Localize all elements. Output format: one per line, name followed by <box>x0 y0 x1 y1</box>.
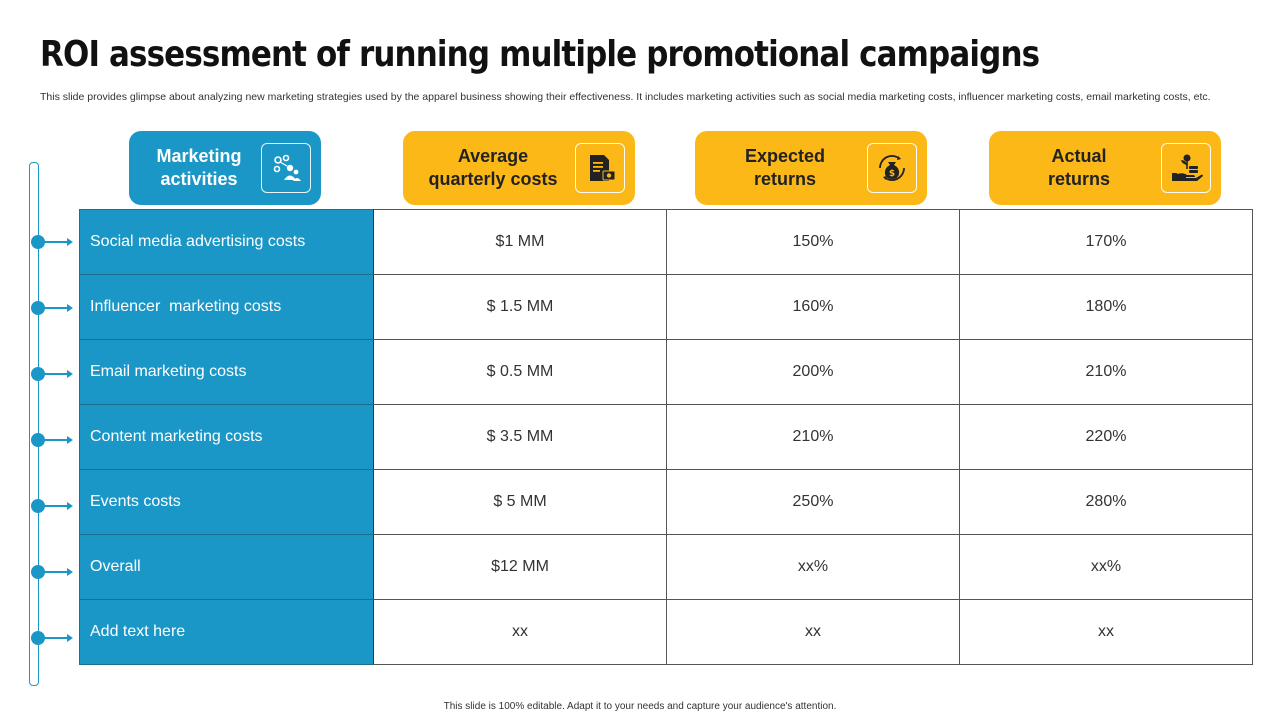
header-label: Actual returns <box>1047 146 1110 189</box>
timeline-node <box>31 433 75 447</box>
table-row: Overall $12 MM xx% xx% <box>79 534 1253 600</box>
cost-cell: $ 1.5 MM <box>373 274 667 340</box>
expected-return-cell: xx <box>666 599 960 665</box>
header-actual-returns: Actual returns <box>989 131 1221 205</box>
timeline-node <box>31 565 75 579</box>
slide-subtitle: This slide provides glimpse about analyz… <box>40 91 1211 103</box>
actual-return-cell: 280% <box>959 469 1253 535</box>
header-label: Marketing activities <box>156 146 242 189</box>
activity-cell: Content marketing costs <box>79 404 374 470</box>
header-expected-returns: Expected returns $ <box>695 131 927 205</box>
actual-return-cell: 210% <box>959 339 1253 405</box>
roi-table: Social media advertising costs $1 MM 150… <box>79 209 1253 665</box>
actual-return-cell: xx <box>959 599 1253 665</box>
header-label: Expected returns <box>744 146 826 189</box>
cost-cell: $ 0.5 MM <box>373 339 667 405</box>
timeline-node <box>31 235 75 249</box>
table-row: Events costs $ 5 MM 250% 280% <box>79 469 1253 535</box>
table-row: Email marketing costs $ 0.5 MM 200% 210% <box>79 339 1253 405</box>
network-people-icon <box>261 143 311 193</box>
timeline-bar <box>29 162 39 686</box>
actual-return-cell: xx% <box>959 534 1253 600</box>
header-marketing-activities: Marketing activities <box>129 131 321 205</box>
activity-cell: Email marketing costs <box>79 339 374 405</box>
expected-return-cell: 160% <box>666 274 960 340</box>
hand-growth-icon <box>1161 143 1211 193</box>
expected-return-cell: 200% <box>666 339 960 405</box>
timeline-node <box>31 301 75 315</box>
actual-return-cell: 170% <box>959 209 1253 275</box>
slide-title: ROI assessment of running multiple promo… <box>40 34 1040 75</box>
actual-return-cell: 180% <box>959 274 1253 340</box>
cost-cell: $ 5 MM <box>373 469 667 535</box>
slide-footer: This slide is 100% editable. Adapt it to… <box>443 701 837 712</box>
activity-cell: Add text here <box>79 599 374 665</box>
timeline-node <box>31 631 75 645</box>
cost-cell: $12 MM <box>373 534 667 600</box>
activity-cell: Overall <box>79 534 374 600</box>
timeline-node <box>31 367 75 381</box>
expected-return-cell: xx% <box>666 534 960 600</box>
actual-return-cell: 220% <box>959 404 1253 470</box>
table-row: Social media advertising costs $1 MM 150… <box>79 209 1253 275</box>
money-bag-cycle-icon: $ <box>867 143 917 193</box>
header-average-quarterly-costs: Average quarterly costs <box>403 131 635 205</box>
svg-text:$: $ <box>889 169 895 179</box>
cost-cell: $1 MM <box>373 209 667 275</box>
activity-cell: Social media advertising costs <box>79 209 374 275</box>
cost-cell: xx <box>373 599 667 665</box>
activity-cell: Events costs <box>79 469 374 535</box>
activity-cell: Influencer marketing costs <box>79 274 374 340</box>
header-label: Average quarterly costs <box>428 146 558 189</box>
table-row: Content marketing costs $ 3.5 MM 210% 22… <box>79 404 1253 470</box>
expected-return-cell: 250% <box>666 469 960 535</box>
table-row: Influencer marketing costs $ 1.5 MM 160%… <box>79 274 1253 340</box>
expected-return-cell: 210% <box>666 404 960 470</box>
document-money-icon <box>575 143 625 193</box>
cost-cell: $ 3.5 MM <box>373 404 667 470</box>
table-row: Add text here xx xx xx <box>79 599 1253 665</box>
expected-return-cell: 150% <box>666 209 960 275</box>
timeline-node <box>31 499 75 513</box>
